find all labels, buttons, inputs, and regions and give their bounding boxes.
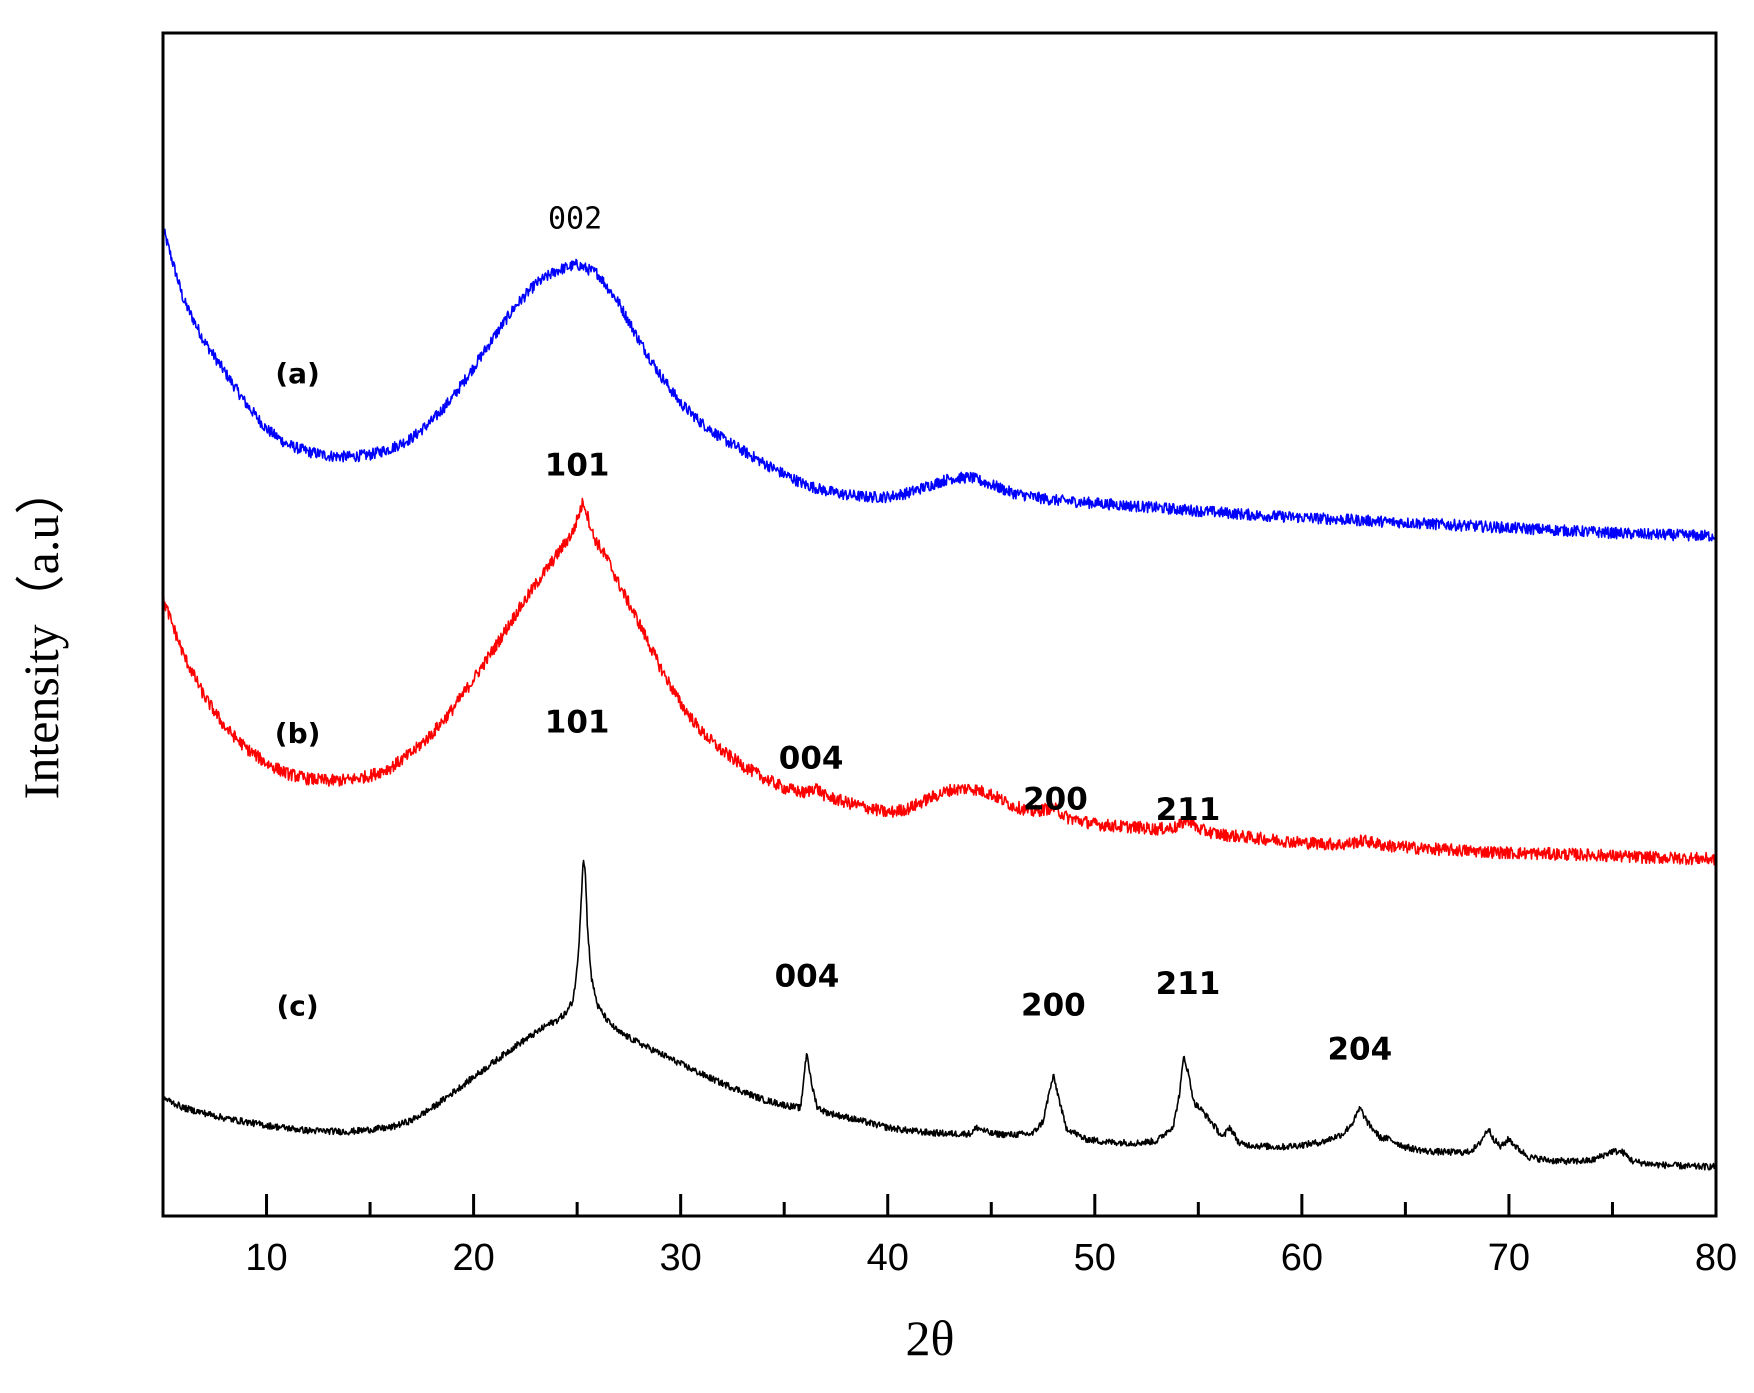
peak-label: 101: [545, 447, 610, 483]
peak-label: 211: [1156, 966, 1221, 1002]
x-tick-label: 70: [1488, 1237, 1530, 1279]
peak-label: 211: [1156, 792, 1221, 828]
peak-label: 200: [1023, 782, 1088, 818]
plot-frame: [161, 31, 1718, 1218]
series-line-1: [162, 226, 1717, 542]
x-axis-title: 2θ: [906, 1310, 955, 1366]
x-tick-label: 10: [245, 1237, 287, 1279]
x-tick-label: 50: [1074, 1237, 1116, 1279]
peak-label: 004: [779, 741, 844, 777]
x-tick-label: 20: [452, 1237, 494, 1279]
x-tick-label: 60: [1281, 1237, 1323, 1279]
series-line-2: [162, 497, 1717, 866]
curve-label: (c): [276, 989, 318, 1022]
series-line-3: [162, 859, 1717, 1171]
x-tick-label: 30: [660, 1237, 702, 1279]
peak-label: 200: [1021, 987, 1086, 1023]
y-axis-title: Intensity（a.u）: [13, 465, 69, 800]
peak-label: 002: [548, 201, 602, 236]
peak-annotations: 002 101 101 004 200 211 004 200 211 204 (a) (b) (c): [275, 201, 1392, 1067]
peak-label: 101: [545, 705, 610, 741]
curve-label: (b): [275, 717, 321, 750]
x-tick-label: 40: [867, 1237, 909, 1279]
x-tick-label: 80: [1695, 1237, 1737, 1279]
peak-label: 004: [775, 959, 840, 995]
peak-label: 204: [1327, 1032, 1392, 1068]
curve-label: (a): [275, 357, 320, 390]
x-axis-ticks: 10 20 30 40 50 60 70 80: [245, 1194, 1737, 1279]
plot-lines: [162, 226, 1717, 1171]
